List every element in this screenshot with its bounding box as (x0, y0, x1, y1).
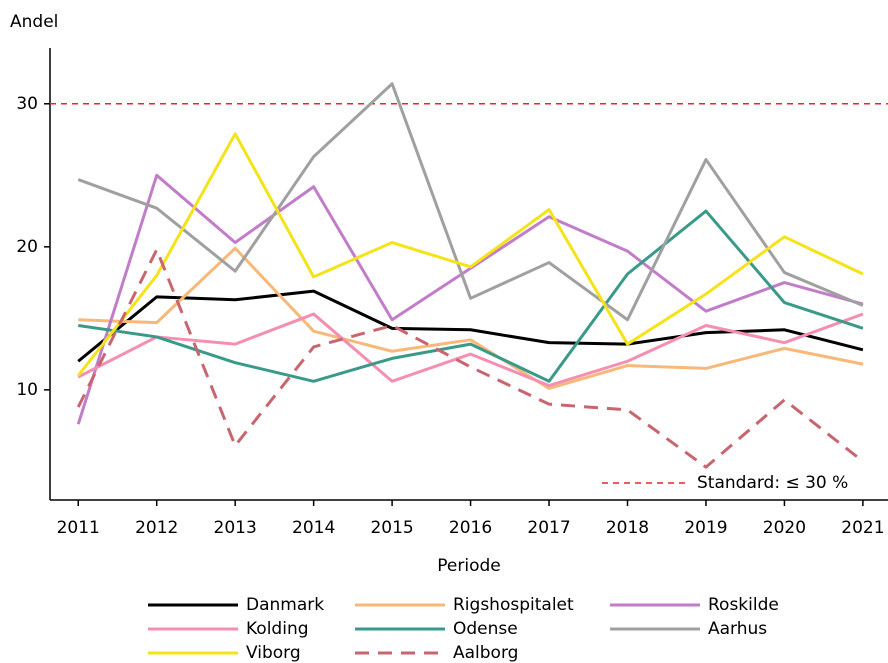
x-tick-label: 2020 (763, 518, 806, 538)
series-line (78, 209, 864, 383)
legend-label: Aarhus (708, 619, 767, 639)
x-axis-label: Periode (437, 556, 500, 576)
legend-label: Odense (453, 619, 518, 639)
reference-legend-label: Standard: ≤ 30 % (697, 473, 848, 493)
x-tick-label: 2016 (449, 518, 492, 538)
legend-label: Viborg (246, 643, 301, 663)
y-tick-label: 10 (16, 380, 38, 400)
series-line (77, 312, 864, 388)
legend-label: Aalborg (453, 643, 518, 663)
y-tick-label: 30 (16, 94, 38, 114)
series-line (77, 132, 864, 377)
series-line (78, 246, 864, 390)
y-axis-label: Andel (10, 12, 58, 32)
x-tick-label: 2021 (841, 518, 884, 538)
legend-label: Rigshospitalet (453, 595, 574, 615)
x-tick-label: 2017 (527, 518, 570, 538)
x-tick-label: 2014 (292, 518, 335, 538)
x-tick-label: 2015 (370, 518, 413, 538)
x-tick-label: 2012 (135, 518, 178, 538)
legend-label: Danmark (246, 595, 324, 615)
y-tick-label: 20 (16, 237, 38, 257)
legend-label: Kolding (246, 619, 309, 639)
legend-label: Roskilde (708, 595, 779, 615)
x-tick-label: 2013 (214, 518, 257, 538)
x-tick-label: 2011 (57, 518, 100, 538)
x-tick-label: 2019 (684, 518, 727, 538)
series-line (77, 82, 864, 322)
x-tick-label: 2018 (606, 518, 649, 538)
